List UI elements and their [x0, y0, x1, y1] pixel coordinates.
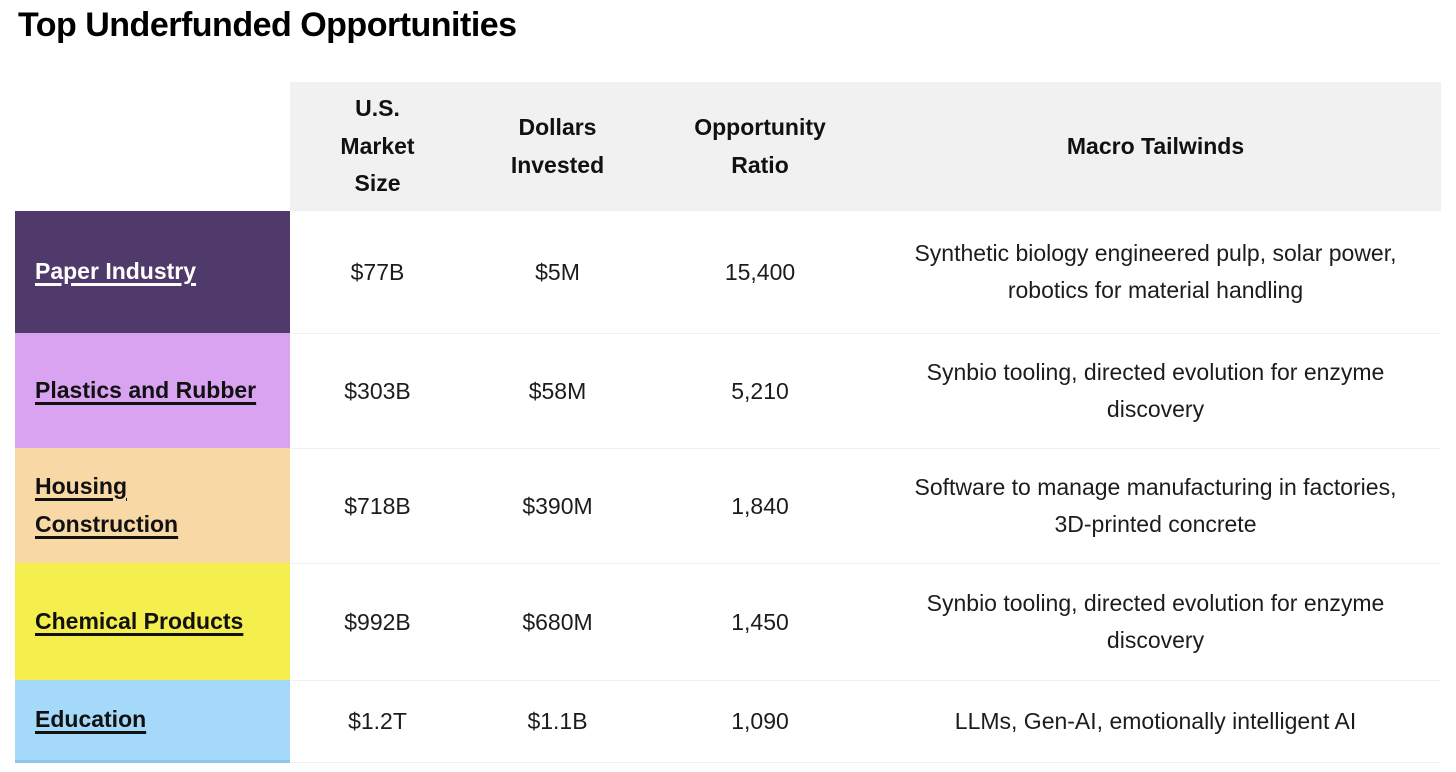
cell-dollars-invested: $680M — [465, 563, 650, 680]
column-header-macro-tailwinds: Macro Tailwinds — [870, 82, 1441, 211]
cell-market-size: $303B — [290, 333, 465, 448]
macro-tailwinds-text: Synthetic biology engineered pulp, solar… — [914, 240, 1397, 303]
row-label-cell-plastics-rubber: Plastics and Rubber — [15, 333, 290, 448]
cell-dollars-invested: $5M — [465, 211, 650, 333]
macro-tailwinds-text: Synbio tooling, directed evolution for e… — [926, 590, 1385, 653]
row-label-link-education[interactable]: Education — [35, 706, 147, 733]
cell-market-size: $718B — [290, 448, 465, 563]
cell-market-size: $77B — [290, 211, 465, 333]
cell-opportunity-ratio: 1,090 — [650, 680, 870, 763]
cell-macro-tailwinds: Software to manage manufacturing in fact… — [870, 448, 1441, 563]
row-label-link-housing-construction[interactable]: Housing Construction — [35, 472, 179, 537]
cell-opportunity-ratio: 1,840 — [650, 448, 870, 563]
macro-tailwinds-text: Synbio tooling, directed evolution for e… — [926, 359, 1385, 422]
cell-dollars-invested: $1.1B — [465, 680, 650, 763]
page-title: Top Underfunded Opportunities — [18, 6, 517, 44]
cell-opportunity-ratio: 5,210 — [650, 333, 870, 448]
cell-dollars-invested: $390M — [465, 448, 650, 563]
cell-market-size: $1.2T — [290, 680, 465, 763]
opportunities-table: U.S. Market Size Dollars Invested Opport… — [15, 82, 1441, 763]
cell-macro-tailwinds: Synbio tooling, directed evolution for e… — [870, 563, 1441, 680]
cell-macro-tailwinds: Synbio tooling, directed evolution for e… — [870, 333, 1441, 448]
macro-tailwinds-text: Software to manage manufacturing in fact… — [914, 474, 1397, 537]
cell-market-size: $992B — [290, 563, 465, 680]
cell-macro-tailwinds: Synthetic biology engineered pulp, solar… — [870, 211, 1441, 333]
macro-tailwinds-text: LLMs, Gen-AI, emotionally intelligent AI — [954, 708, 1357, 735]
cell-opportunity-ratio: 1,450 — [650, 563, 870, 680]
cell-dollars-invested: $58M — [465, 333, 650, 448]
column-header-opportunity-ratio: Opportunity Ratio — [650, 82, 870, 211]
row-label-cell-housing-construction: Housing Construction — [15, 448, 290, 563]
row-label-cell-education: Education — [15, 680, 290, 763]
cell-macro-tailwinds: LLMs, Gen-AI, emotionally intelligent AI — [870, 680, 1441, 763]
header-corner-empty — [15, 82, 290, 211]
cell-opportunity-ratio: 15,400 — [650, 211, 870, 333]
row-label-cell-chemical-products: Chemical Products — [15, 563, 290, 680]
column-header-market-size: U.S. Market Size — [290, 82, 465, 211]
row-label-link-chemical-products[interactable]: Chemical Products — [35, 607, 244, 634]
row-label-link-paper-industry[interactable]: Paper Industry — [35, 258, 197, 285]
row-label-link-plastics-rubber[interactable]: Plastics and Rubber — [35, 376, 257, 403]
column-header-dollars-invested: Dollars Invested — [465, 82, 650, 211]
row-label-cell-paper-industry: Paper Industry — [15, 211, 290, 333]
